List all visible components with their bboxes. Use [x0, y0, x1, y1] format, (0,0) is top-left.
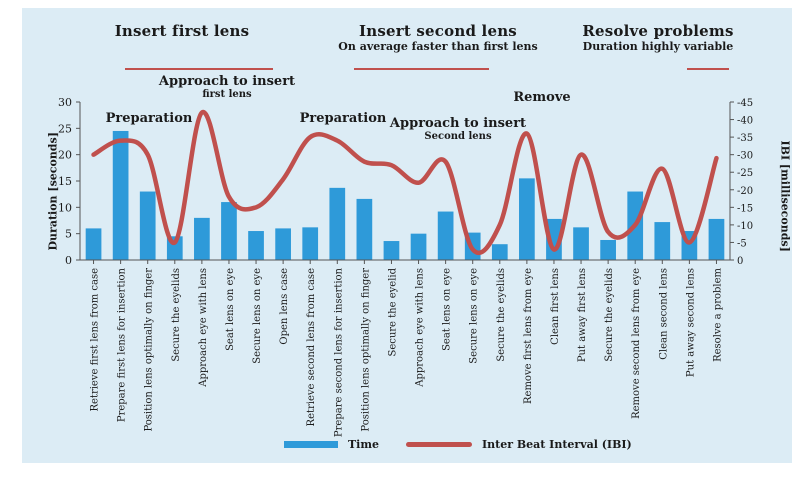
y-tick-label-right: -30: [737, 151, 753, 162]
phase-insert-second-lens: Insert second lens On average faster tha…: [318, 22, 558, 53]
legend-swatch-line: [406, 442, 472, 447]
time-bar: [708, 218, 725, 260]
x-tick-label: Secure the eyelids: [171, 268, 182, 362]
y-tick-label-left: 20: [58, 149, 72, 162]
time-bar: [654, 222, 671, 260]
y-tick-label-left: 5: [65, 228, 72, 241]
y-tick-label-left: 25: [58, 122, 72, 135]
legend-label: Inter Beat Interval (IBI): [482, 438, 632, 451]
time-bar: [302, 227, 319, 260]
annotation-approach-first: Approach to insert first lens: [147, 74, 307, 100]
y-tick-label-left: 10: [58, 201, 72, 214]
x-tick-label: Secure the eyelid: [387, 267, 398, 356]
x-tick-label: Put away first lens: [577, 268, 588, 362]
annotation-approach-second: Approach to insert Second lens: [378, 116, 538, 142]
time-bar: [383, 241, 400, 260]
x-tick-label: Position lens optimally on finger: [144, 268, 155, 432]
y-tick-label-right: -35: [737, 133, 753, 144]
x-tick-label: Remove first lens from eye: [523, 268, 534, 404]
y-tick-label-left: 0: [65, 254, 72, 267]
annotation-title: Preparation: [299, 111, 387, 126]
x-tick-label: Prepare first lens for insertion: [117, 267, 128, 422]
x-tick-label: Put away second lens: [685, 268, 696, 377]
annotation-preparation-second: Preparation: [288, 111, 398, 126]
legend-label: Time: [348, 438, 380, 451]
y-tick-label-right: -40: [737, 116, 753, 127]
x-tick-label: Position lens optimally on finger: [360, 268, 371, 432]
phase-resolve-problems: Resolve problems Duration highly variabl…: [568, 22, 748, 53]
y-tick-label-right: -20: [737, 186, 753, 197]
time-bar: [329, 187, 346, 260]
x-tick-label: Retrieve second lens from case: [306, 268, 317, 427]
time-bar: [221, 202, 237, 260]
phase-title: Resolve problems: [582, 22, 734, 40]
annotation-subtitle: Second lens: [424, 131, 492, 142]
x-tick-label: Secure the eyelids: [496, 268, 507, 362]
legend-ibi: Inter Beat Interval (IBI): [406, 438, 632, 451]
annotation-subtitle: first lens: [202, 89, 252, 100]
x-tick-label: Retrieve first lens from case: [90, 268, 101, 412]
phase-insert-first-lens: Insert first lens: [92, 22, 272, 40]
time-bar: [410, 233, 427, 260]
legend-time: Time: [284, 438, 379, 451]
time-bar: [194, 217, 210, 260]
x-tick-label: Open lens case: [279, 268, 290, 345]
y-tick-label-right: -10: [737, 221, 753, 232]
y-tick-label-right: -15: [737, 203, 753, 214]
y-tick-label-left: 15: [58, 175, 72, 188]
phase-title: Insert second lens: [359, 22, 517, 40]
x-tick-label: Secure the eyelids: [604, 268, 615, 362]
legend-swatch-bar: [284, 441, 338, 448]
y-axis-title-right: IBI [milliseconds]: [778, 140, 792, 252]
time-bar: [356, 198, 373, 260]
x-tick-label: Secure lens on eye: [252, 268, 263, 364]
time-bar: [112, 130, 129, 260]
time-bar: [139, 191, 156, 260]
phase-subtitle: On average faster than first lens: [338, 40, 538, 53]
chart-panel: 0 5 10 15 20 25 30 -45 -40 -35 -30 -25 -20 -15 -10 -5 0 …: [22, 8, 792, 463]
y-tick-label-right: -45: [737, 98, 753, 109]
phase-divider-line: [687, 68, 729, 70]
annotation-remove: Remove: [492, 90, 592, 105]
annotation-preparation-first: Preparation: [94, 111, 204, 126]
time-bar: [600, 239, 616, 260]
y-tick-label-right: 0: [737, 256, 743, 267]
x-tick-label: Prepare second lens for insertion: [333, 267, 344, 437]
x-tick-label: Seat lens on eye: [442, 268, 453, 351]
time-bar: [275, 228, 291, 260]
x-tick-label: Approach eye with lens: [198, 268, 209, 388]
phase-divider-line: [354, 68, 489, 70]
x-tick-label: Approach eye with lens: [415, 268, 426, 388]
time-bar: [573, 227, 589, 260]
x-tick-label: Clean second lens: [658, 268, 669, 360]
time-bar: [437, 211, 454, 260]
x-tick-label: Resolve a problem: [712, 267, 723, 361]
annotation-title: Preparation: [105, 111, 193, 126]
time-bar: [248, 231, 264, 260]
time-bar: [491, 244, 508, 260]
x-tick-label: Remove second lens from eye: [631, 268, 642, 419]
x-tick-label: Seat lens on eye: [225, 268, 236, 351]
annotation-title: Approach to insert: [158, 74, 296, 89]
time-bar: [85, 228, 102, 260]
x-tick-label: Clean first lens: [550, 268, 561, 345]
y-tick-label-left: 30: [58, 96, 72, 109]
phase-subtitle: Duration highly variable: [582, 40, 734, 53]
annotation-title: Remove: [513, 90, 571, 105]
y-tick-label-right: -25: [737, 168, 753, 179]
y-tick-label-right: -5: [737, 238, 747, 249]
time-bar: [519, 178, 535, 260]
annotation-title: Approach to insert: [389, 116, 527, 131]
x-tick-label: Secure lens on eye: [469, 268, 480, 364]
phase-divider-line: [125, 68, 273, 70]
y-axis-title-left: Duration [seconds]: [46, 132, 60, 251]
phase-title: Insert first lens: [114, 22, 250, 40]
